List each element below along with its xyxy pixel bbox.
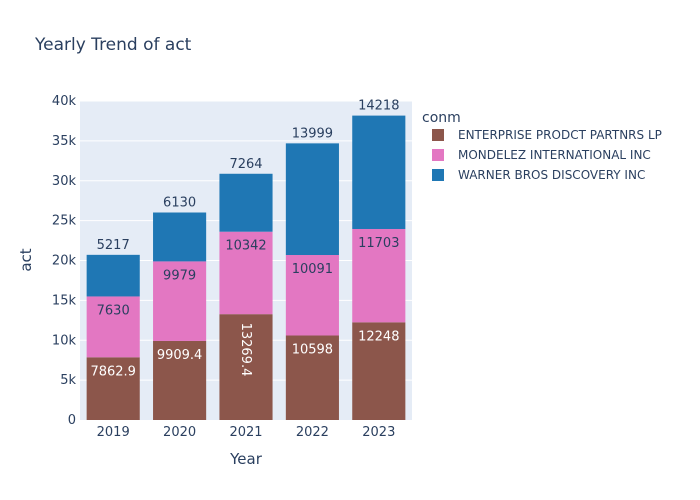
legend-item-label: WARNER BROS DISCOVERY INC xyxy=(458,168,645,182)
bar-segment xyxy=(219,173,273,232)
bar-value-label: 14218 xyxy=(358,99,399,114)
y-tick-label: 15k xyxy=(52,293,77,308)
bar-segment xyxy=(219,314,273,420)
x-tick-label: 2019 xyxy=(97,425,130,440)
bar-segment xyxy=(285,143,339,256)
y-tick-label: 10k xyxy=(52,333,77,348)
bar-segment xyxy=(352,322,406,420)
y-tick-label: 0 xyxy=(68,413,76,428)
bar-value-label: 10342 xyxy=(225,239,266,254)
bar-segment xyxy=(285,255,339,336)
x-tick-label: 2023 xyxy=(362,425,395,440)
bar-value-label: 5217 xyxy=(97,238,130,253)
y-tick-label: 35k xyxy=(52,134,77,149)
bar-segment xyxy=(86,254,140,297)
chart-title: Yearly Trend of act xyxy=(34,35,192,55)
plot-area: 0 5k 10k 15k 20k 25k 30k 35k 40k 7862.9 9909.4 1326… xyxy=(52,94,412,440)
bar-value-label: 12248 xyxy=(358,329,399,344)
y-tick-label: 5k xyxy=(60,373,76,388)
bar-value-label: 7862.9 xyxy=(90,364,136,379)
x-tick-label: 2022 xyxy=(296,425,329,440)
legend-item-label: MONDELEZ INTERNATIONAL INC xyxy=(458,148,651,162)
y-tick-label: 40k xyxy=(52,94,77,109)
legend: conm ENTERPRISE PRODCT PARTNRS LP MONDELE… xyxy=(422,110,662,182)
bar-segment xyxy=(86,296,140,358)
legend-swatch xyxy=(432,149,444,161)
bar-value-label: 7630 xyxy=(97,303,130,318)
bar-segment xyxy=(285,335,339,420)
bar-value-label: 13999 xyxy=(292,126,333,141)
legend-swatch xyxy=(432,129,444,141)
bar-segment xyxy=(153,261,207,341)
bar-value-label: 9979 xyxy=(163,268,196,283)
bar-segment xyxy=(219,231,273,315)
legend-swatch xyxy=(432,169,444,181)
bar-segment xyxy=(86,357,140,420)
y-tick-label: 30k xyxy=(52,174,77,189)
bar-segment xyxy=(352,228,406,323)
legend-item-label: ENTERPRISE PRODCT PARTNRS LP xyxy=(458,128,662,142)
bar-segment xyxy=(153,340,207,420)
x-tick-label: 2020 xyxy=(163,425,196,440)
y-tick-label: 25k xyxy=(52,214,77,229)
x-tick-label: 2021 xyxy=(229,425,262,440)
bar-segment xyxy=(153,212,207,262)
y-axis-title: act xyxy=(17,248,35,271)
bar-value-label: 13269.4 xyxy=(238,323,253,377)
bar-segment xyxy=(352,115,406,229)
bar-value-label: 11703 xyxy=(358,236,399,251)
bar-value-label: 7264 xyxy=(229,157,262,172)
bar-value-label: 10598 xyxy=(292,342,333,357)
y-tick-label: 20k xyxy=(52,254,77,269)
bar-value-label: 10091 xyxy=(292,262,333,277)
bar-value-label: 9909.4 xyxy=(157,348,203,363)
x-axis-title: Year xyxy=(229,450,263,468)
legend-title: conm xyxy=(422,110,461,126)
bar-value-label: 6130 xyxy=(163,196,196,211)
